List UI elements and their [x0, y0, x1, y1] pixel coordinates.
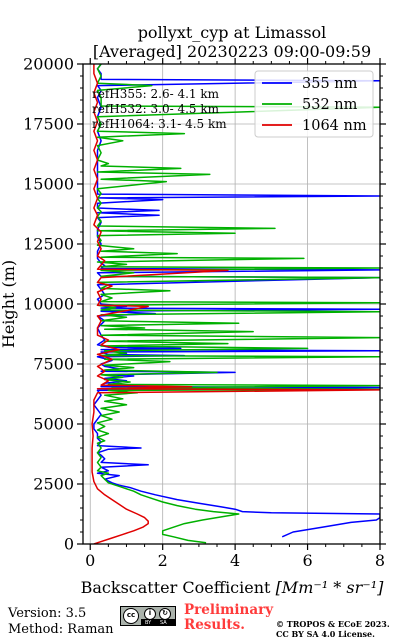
series-lines: [91, 64, 380, 544]
annotation-refh1064: refH1064: 3.1- 4.5 km: [92, 117, 227, 131]
legend-box: [254, 70, 374, 138]
chart-title-line2: [Averaged] 20230223 09:00-09:59: [93, 42, 371, 61]
y-tick-label: 15000: [23, 175, 74, 194]
preliminary-line2: Results.: [184, 617, 245, 633]
axis-ticks: 0 2 4 6 8 0 2500 5000 7500 10000 12500 15000 17500 20…: [23, 55, 386, 570]
legend-label-ch532: 532 nm: [302, 97, 358, 113]
preliminary-line1: Preliminary: [184, 602, 274, 618]
x-tick-label: 6: [302, 551, 312, 570]
y-tick-label: 7500: [33, 355, 74, 374]
backscatter-profile-chart: pollyxt_cyp at Limassol [Averaged] 20230…: [0, 23, 386, 597]
chart-title-line1: pollyxt_cyp at Limassol: [138, 23, 327, 42]
y-tick-label: 2500: [33, 475, 74, 494]
series-line-ch532: [96, 64, 380, 544]
x-tick-label: 8: [375, 551, 385, 570]
legend: 355 nm 532 nm 1064 nm: [254, 70, 374, 138]
x-tick-label: 0: [85, 551, 95, 570]
copyright-line1: © TROPOS & ECoE 2023.: [276, 619, 390, 629]
y-tick-label: 5000: [33, 415, 74, 434]
series-line-ch1064: [91, 64, 380, 544]
y-tick-label: 17500: [23, 115, 74, 134]
copyright-line2: CC BY SA 4.0 License.: [276, 629, 375, 639]
x-axis-label: Backscatter Coefficient [Mm⁻¹ * sr⁻¹]: [81, 578, 384, 597]
legend-label-ch355: 355 nm: [302, 76, 358, 92]
y-tick-label: 12500: [23, 235, 74, 254]
y-tick-label: 10000: [23, 295, 74, 314]
ref-height-annotations: refH355: 2.6- 4.1 km refH532: 3.0- 4.5 k…: [92, 87, 227, 131]
legend-label-ch1064: 1064 nm: [302, 118, 367, 134]
cc-by-sa-icon: cc i ↻ BY SA: [120, 606, 176, 626]
annotation-refh355: refH355: 2.6- 4.1 km: [92, 87, 220, 101]
y-tick-label: 0: [64, 535, 74, 554]
annotation-refh532: refH532: 3.0- 4.5 km: [92, 102, 220, 116]
copyright-notice: © TROPOS & ECoE 2023. CC BY SA 4.0 Licen…: [276, 619, 390, 639]
y-axis-label: Height (m): [0, 260, 18, 348]
y-tick-label: 20000: [23, 55, 74, 74]
preliminary-results-notice: Preliminary Results.: [184, 603, 273, 633]
x-tick-label: 2: [158, 551, 168, 570]
version-text: Version: 3.5: [8, 606, 87, 621]
method-text: Method: Raman: [8, 622, 114, 637]
x-tick-label: 4: [230, 551, 240, 570]
